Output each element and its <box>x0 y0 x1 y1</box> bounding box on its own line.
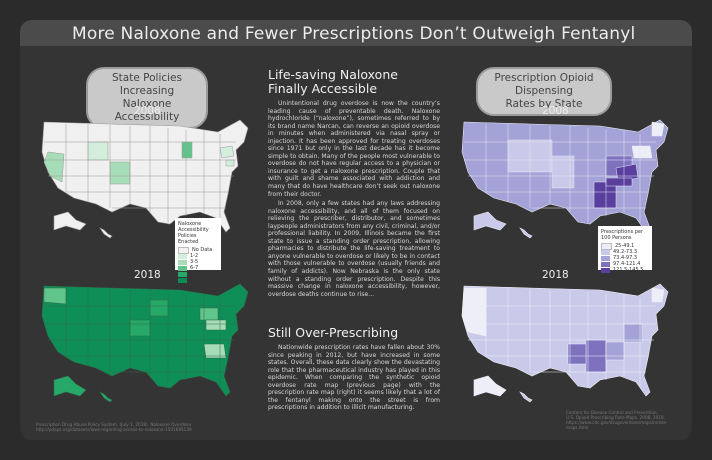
source-line: https://www.cdc.gov/drugoverdose/maps/rx… <box>566 420 668 430</box>
state-hawaii <box>519 227 533 239</box>
source-line: Centers for Disease Control and Preventi… <box>566 410 658 415</box>
legend-swatch <box>178 246 189 254</box>
legend-swatch <box>601 267 610 273</box>
contiguous-us-rx-2018 <box>461 283 669 397</box>
state-washington <box>43 287 67 305</box>
contiguous-us-2008 <box>41 119 249 233</box>
legend-title-line: 100 Persons <box>601 235 632 241</box>
right-panel-title-pill: Prescription Opioid Dispensing Rates by … <box>476 67 612 116</box>
heading-line: Life-saving Naloxone <box>268 67 398 82</box>
prescription-map-2008 <box>461 119 669 239</box>
legend-row: 6-7 <box>178 265 218 271</box>
left-source-note: Prescription Drug Abuse Policy System. (… <box>36 422 236 432</box>
legend-row: 3-5 <box>178 259 218 265</box>
title-bar <box>20 20 692 46</box>
legend-row: 121.5-145.5 <box>601 267 649 273</box>
naloxone-legend: Naloxone Accessibility Policies Enacted … <box>175 218 221 283</box>
heading-life-saving-naloxone: Life-saving Naloxone Finally Accessible <box>268 68 398 96</box>
legend-row: 97.4-121.4 <box>601 261 649 267</box>
source-line: Prescription Drug Abuse Policy System. (… <box>36 422 192 427</box>
left-year-2008: 2008 <box>134 105 161 117</box>
left-pill-line-1: State Policies Increasing <box>112 72 182 97</box>
body-text-naloxone: Unintentional drug overdose is now the c… <box>268 100 440 298</box>
legend-swatch <box>601 255 610 261</box>
legend-row: 49.2-73.3 <box>601 249 649 255</box>
legend-swatch <box>601 249 610 255</box>
legend-label: 11-13 <box>190 277 205 283</box>
paragraph-1: Unintentional drug overdose is now the c… <box>268 100 440 198</box>
source-line: U.S. Opioid Prescribing Rate Maps. 2008,… <box>566 415 665 420</box>
legend-title-line: Accessibility <box>178 227 209 233</box>
naloxone-map-2018 <box>41 283 249 403</box>
legend-row: 25-49.1 <box>601 242 649 250</box>
right-year-2008: 2008 <box>542 105 569 117</box>
prescription-legend: Prescriptions per 100 Persons 25-49.1 49… <box>598 226 652 273</box>
legend-swatch <box>178 271 187 277</box>
legend-row: No Data <box>178 246 218 254</box>
legend-title-line: Policies Enacted <box>178 233 199 245</box>
state-hawaii <box>99 391 113 403</box>
legend-row: 11-13 <box>178 277 218 283</box>
right-source-note: Centers for Disease Control and Preventi… <box>566 410 684 430</box>
legend-label: 6-7 <box>190 265 199 271</box>
paragraph-2: In 2008, only a few states had any laws … <box>268 200 440 298</box>
legend-label: 121.5-145.5 <box>613 267 644 273</box>
state-kentucky <box>615 163 639 183</box>
legend-swatch <box>178 259 187 265</box>
contiguous-us-rx-2008 <box>461 119 669 233</box>
legend-title-line: Naloxone <box>178 221 202 227</box>
legend-label: 97.4-121.4 <box>613 261 641 267</box>
naloxone-legend-title: Naloxone Accessibility Policies Enacted <box>178 221 218 245</box>
legend-swatch <box>601 242 612 250</box>
state-alaska <box>473 211 507 231</box>
left-pill-line-2: Naloxone Accessibility <box>114 98 180 123</box>
poster-title: More Naloxone and Fewer Prescriptions Do… <box>72 24 636 44</box>
state-alaska <box>53 211 87 231</box>
right-pill-line-2: Rates by State <box>505 98 583 110</box>
state-arkansas <box>567 343 587 365</box>
state-hawaii <box>99 227 113 239</box>
state-new-mexico <box>109 161 131 185</box>
legend-swatch <box>178 277 187 283</box>
state-california <box>43 151 65 183</box>
state-tennessee <box>605 177 633 187</box>
legend-label: 25-49.1 <box>615 243 635 249</box>
legend-label: No Data <box>192 247 213 253</box>
left-panel-title-pill: State Policies Increasing Naloxone Acces… <box>86 67 208 129</box>
legend-title-line: Prescriptions per <box>601 229 643 235</box>
legend-label: 3-5 <box>190 259 199 265</box>
legend-swatch <box>601 261 610 267</box>
paragraph-3: Nationwide prescription rates have falle… <box>268 344 440 412</box>
body-text-prescribing: Nationwide prescription rates have falle… <box>268 344 440 412</box>
naloxone-map-2008 <box>41 119 249 239</box>
source-line: http://pdaps.org/datasets/laws-regarding… <box>36 427 192 432</box>
left-year-2018: 2018 <box>134 269 161 281</box>
prescription-legend-title: Prescriptions per 100 Persons <box>601 229 649 241</box>
legend-label: 49.2-73.3 <box>613 249 638 255</box>
state-colorado <box>87 141 109 161</box>
legend-swatch <box>178 265 187 271</box>
prescription-map-2018 <box>461 283 669 403</box>
legend-row: 8-10 <box>178 271 218 277</box>
legend-label: 1-2 <box>190 253 199 259</box>
state-illinois <box>181 141 193 159</box>
state-hawaii <box>519 391 533 403</box>
right-year-2018: 2018 <box>542 269 569 281</box>
heading-still-over-prescribing: Still Over-Prescribing <box>268 325 399 340</box>
legend-label: 73.4-97.3 <box>613 255 638 261</box>
legend-row: 1-2 <box>178 253 218 259</box>
state-alaska <box>53 375 87 397</box>
legend-swatch <box>178 253 187 259</box>
state-alaska <box>473 375 507 397</box>
legend-row: 73.4-97.3 <box>601 255 649 261</box>
legend-label: 8-10 <box>190 271 202 277</box>
contiguous-us-2018 <box>41 283 249 397</box>
heading-line: Finally Accessible <box>268 81 378 96</box>
state-new-york <box>219 145 235 159</box>
state-pennsylvania <box>205 319 227 331</box>
right-pill-line-1: Prescription Opioid Dispensing <box>494 72 594 97</box>
